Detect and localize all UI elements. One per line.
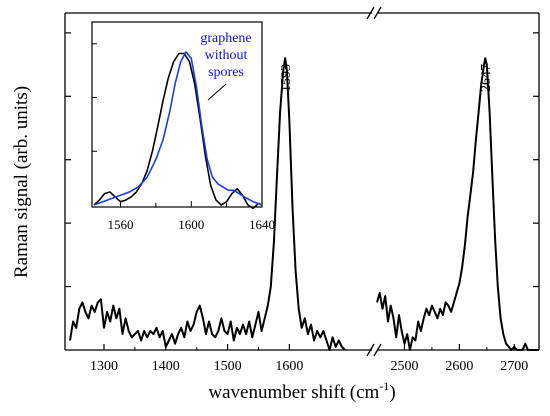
inset-annotation-line: without [205, 48, 248, 63]
inset-annotation-line: spores [208, 65, 244, 80]
axis-break-mark-2 [373, 343, 382, 357]
inset-x-tick-label: 1600 [178, 217, 204, 232]
axis-break-mark-4 [373, 6, 382, 20]
inset-series-line-2 [93, 51, 263, 206]
main-series-group [69, 57, 539, 351]
inset-x-tick-label: 1560 [108, 217, 134, 232]
inset-plot: 1560 1600 1640 graphene without spores [91, 21, 275, 232]
main-x-tick-label: 1600 [275, 359, 303, 374]
inset-series-line-1 [93, 52, 263, 210]
main-y-ticks [65, 32, 539, 288]
main-x-tick-label: 1500 [214, 359, 242, 374]
main-x-tick-label: 2700 [500, 359, 528, 374]
main-x-tick-label: 2500 [390, 359, 418, 374]
main-series-line-1 [69, 57, 346, 351]
axis-break-mark-1 [366, 343, 375, 357]
x-axis-title-close: ) [389, 382, 395, 403]
main-x-tick-label: 1300 [90, 359, 118, 374]
main-series-line-2 [376, 57, 539, 351]
peak-label: 1593 [279, 64, 294, 92]
y-axis-title: Raman signal (arb. units) [11, 86, 32, 278]
peak-label: 2647 [479, 64, 494, 92]
main-x-tick-label: 2600 [445, 359, 473, 374]
x-axis-title: wavenumber shift (cm-1) [208, 379, 395, 403]
inset-y-ticks [92, 43, 97, 152]
x-axis-title-sup: -1 [379, 379, 389, 393]
axis-break-marks [366, 6, 382, 357]
inset-background [91, 21, 263, 208]
main-x-ticks: 1300 1400 1500 1600 2500 2600 2700 [90, 344, 528, 374]
axis-break-mark-3 [366, 6, 375, 20]
inset-annotation: graphene without spores [200, 31, 251, 80]
inset-annotation-line: graphene [200, 31, 251, 46]
inset-x-tick-label: 1640 [249, 217, 275, 232]
inset-annotation-pointer [207, 83, 227, 101]
main-x-tick-label: 1400 [152, 359, 180, 374]
peak-labels: 1593 2647 [279, 64, 494, 92]
inset-x-ticks: 1560 1600 1640 [108, 201, 275, 232]
inset-series-group [93, 51, 263, 210]
